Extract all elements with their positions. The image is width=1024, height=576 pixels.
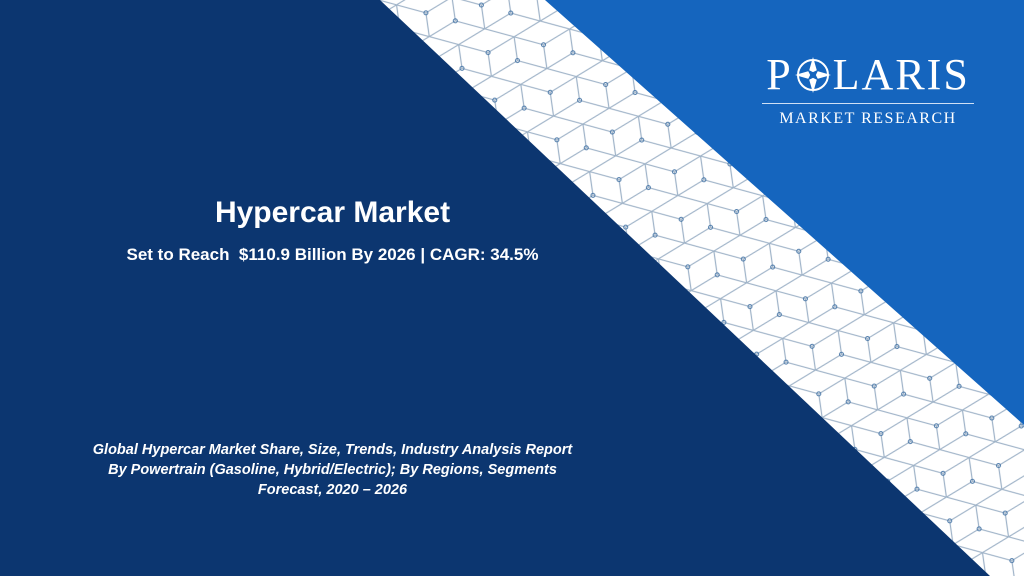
logo-rule [762, 102, 974, 104]
logo-tagline: MARKET RESEARCH [779, 109, 957, 127]
blue-corner [545, 0, 1024, 425]
description-line: Forecast, 2020 – 2026 [257, 482, 408, 498]
logo-name: P LARIS [762, 48, 974, 98]
description-line: Global Hypercar Market Share, Size, Tren… [92, 442, 573, 458]
logo-name-end: LARIS [832, 49, 970, 99]
logo-name-start: P [766, 49, 793, 99]
title: Hypercar Market [214, 196, 451, 229]
subtitle: Set to Reach $110.9 Billion By 2026 | CA… [126, 245, 539, 264]
description: Global Hypercar Market Share, Size, Tren… [0, 440, 665, 500]
logo-star [794, 56, 831, 93]
description-line: By Powertrain (Gasoline, Hybrid/Electric… [108, 462, 557, 478]
logo: P LARIS MARKET RESEARCH [762, 48, 974, 128]
